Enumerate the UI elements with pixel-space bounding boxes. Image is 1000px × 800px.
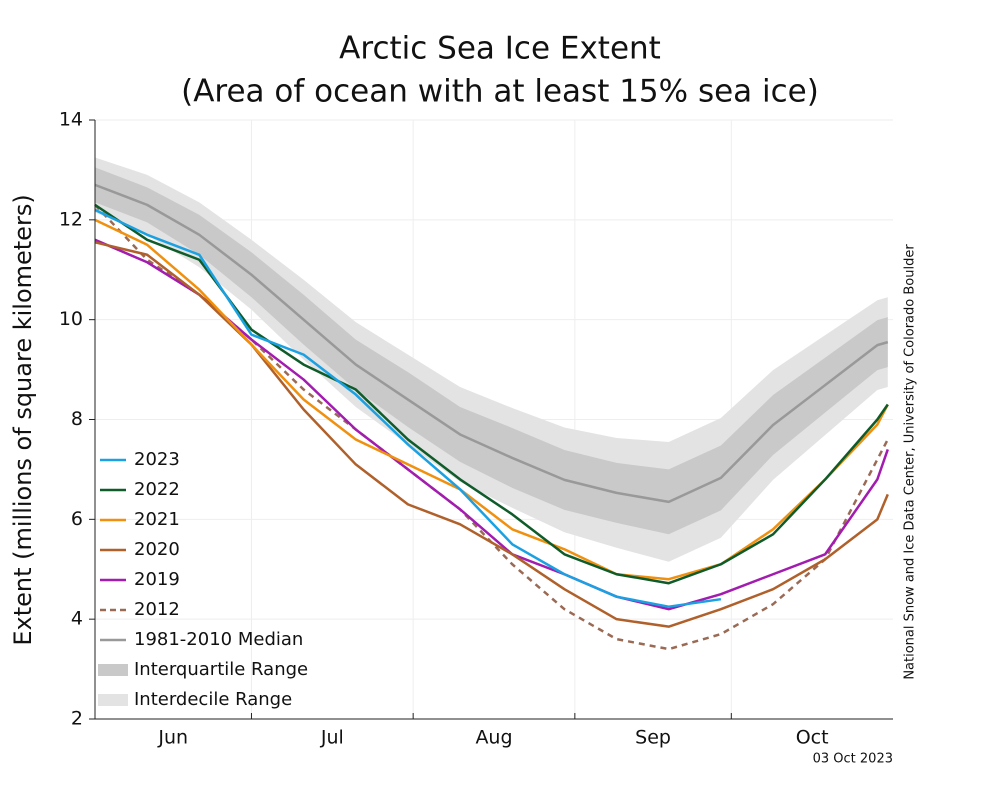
legend-label: 2023 xyxy=(134,449,180,470)
source-note: National Snow and Ice Data Center, Unive… xyxy=(903,244,918,680)
x-tick-label: Jul xyxy=(320,727,344,749)
y-tick-label: 6 xyxy=(71,508,83,530)
series-line xyxy=(94,183,889,504)
legend-label: 2012 xyxy=(134,599,180,620)
legend-swatch xyxy=(98,664,128,676)
series-line xyxy=(94,203,889,651)
series-line xyxy=(94,218,889,581)
legend-label: 1981-2010 Median xyxy=(134,629,303,650)
y-axis-label: Extent (millions of square kilometers) xyxy=(9,194,37,645)
x-tick-label: Jun xyxy=(157,727,188,749)
legend-label: 2022 xyxy=(134,479,180,500)
range-band xyxy=(95,167,888,535)
y-tick-label: 12 xyxy=(59,208,83,230)
chart-title: Arctic Sea Ice Extent xyxy=(339,31,661,67)
legend-label: Interquartile Range xyxy=(134,659,308,680)
x-tick-label: Aug xyxy=(475,727,512,749)
legend-swatch xyxy=(98,694,128,706)
y-tick-label: 8 xyxy=(71,408,83,430)
legend-label: 2019 xyxy=(134,569,180,590)
y-tick-label: 4 xyxy=(71,608,83,630)
x-tick-label: Sep xyxy=(635,727,671,749)
legend-label: 2020 xyxy=(134,539,180,560)
y-tick-label: 14 xyxy=(59,109,83,131)
legend-label: 2021 xyxy=(134,509,180,530)
y-tick-label: 2 xyxy=(71,708,83,730)
date-note: 03 Oct 2023 xyxy=(813,752,893,767)
x-tick-label: Oct xyxy=(796,727,829,749)
chart-subtitle: (Area of ocean with at least 15% sea ice… xyxy=(181,74,819,110)
series-line xyxy=(94,208,722,608)
y-tick-label: 10 xyxy=(59,308,83,330)
legend-label: Interdecile Range xyxy=(134,689,292,710)
